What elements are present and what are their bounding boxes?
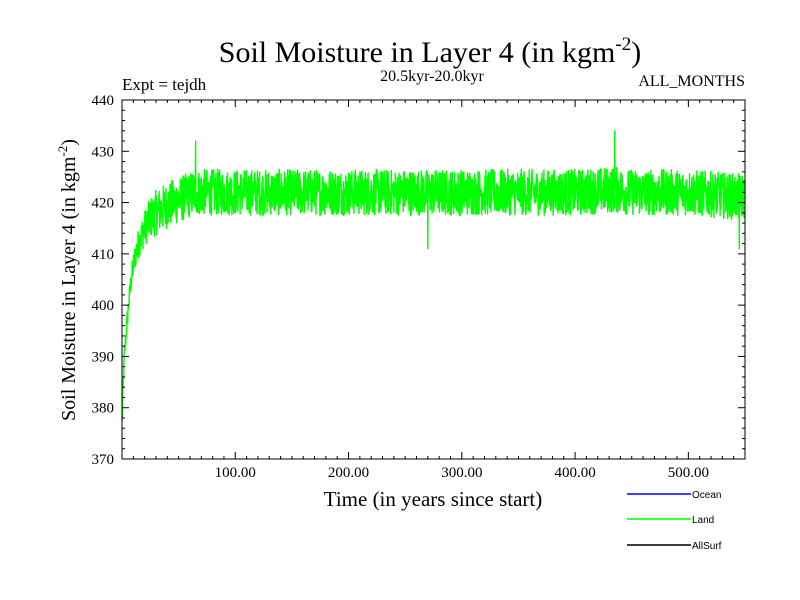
x-tick-label: 200.00	[328, 465, 369, 481]
y-tick-label: 440	[92, 93, 115, 109]
x-tick-label: 100.00	[215, 465, 256, 481]
tick-layer: 370 380 390 400 410 420 430 440 100.00 200.00 300.…	[92, 93, 745, 481]
experiment-caption: Expt = tejdh	[122, 75, 207, 94]
y-tick-label: 410	[92, 247, 115, 263]
legend-allsurf-label: AllSurf	[692, 541, 722, 552]
y-tick-label: 420	[92, 196, 115, 212]
y-tick-label: 380	[92, 401, 115, 417]
land-series-line	[121, 130, 746, 421]
x-tick-label: 500.00	[668, 465, 709, 481]
y-tick-label: 370	[92, 452, 115, 468]
y-tick-label: 430	[92, 144, 115, 160]
y-axis-label: Soil Moisture in Layer 4 (in kgm-2)	[55, 139, 80, 421]
x-tick-label: 300.00	[441, 465, 482, 481]
x-axis-label: Time (in years since start)	[324, 487, 543, 511]
legend: Ocean Land AllSurf	[627, 490, 722, 552]
period-caption: 20.5kyr-20.0kyr	[380, 68, 484, 85]
chart-title: Soil Moisture in Layer 4 (in kgm-2)	[219, 34, 641, 69]
legend-land-label: Land	[692, 515, 714, 526]
months-caption: ALL_MONTHS	[638, 73, 745, 90]
x-tick-label: 400.00	[554, 465, 595, 481]
y-tick-label: 390	[92, 349, 115, 365]
plot-frame	[121, 99, 746, 460]
legend-ocean-label: Ocean	[692, 490, 721, 501]
data-layer	[121, 130, 746, 421]
y-tick-label: 400	[92, 298, 115, 314]
